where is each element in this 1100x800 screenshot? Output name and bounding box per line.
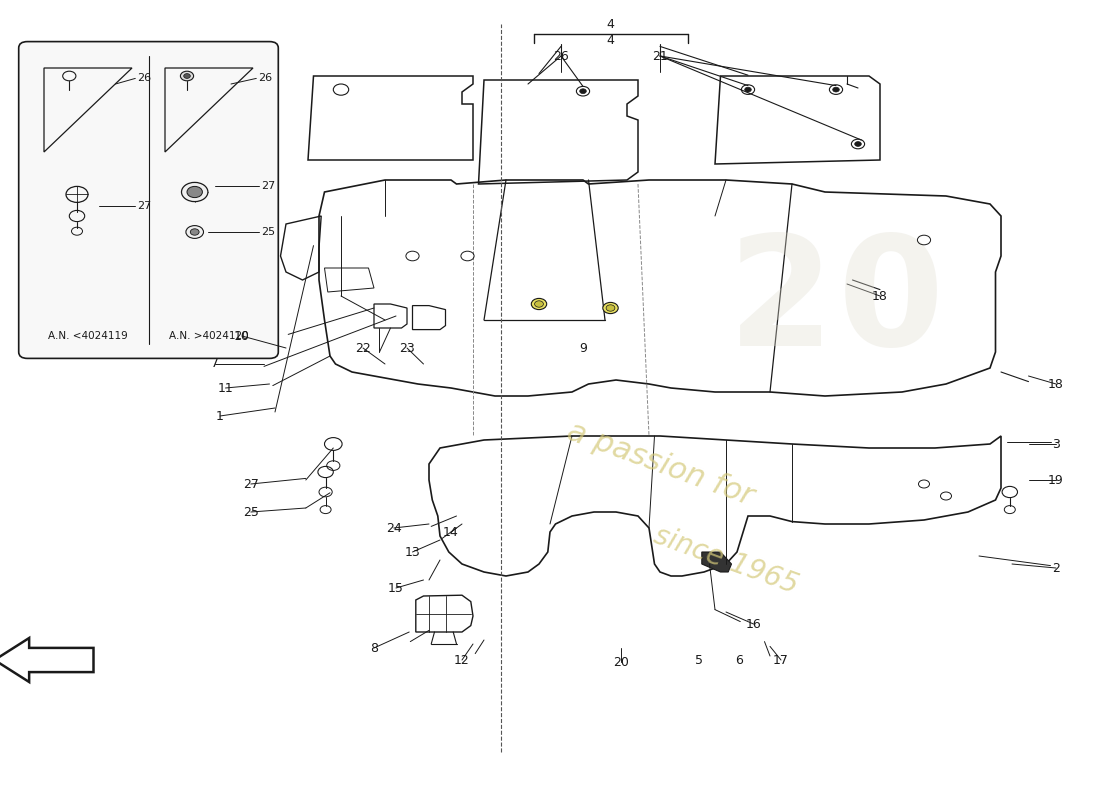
Text: 4: 4 <box>606 18 615 30</box>
Circle shape <box>182 182 208 202</box>
Circle shape <box>186 226 204 238</box>
Text: 27: 27 <box>138 202 152 211</box>
FancyBboxPatch shape <box>19 42 278 358</box>
Circle shape <box>580 89 586 94</box>
Text: 25: 25 <box>261 227 275 237</box>
Circle shape <box>535 301 543 307</box>
Text: 8: 8 <box>370 642 378 654</box>
Text: 24: 24 <box>386 522 402 534</box>
Text: 26: 26 <box>258 74 273 83</box>
Text: 2: 2 <box>728 230 834 378</box>
Circle shape <box>855 142 861 146</box>
Text: 1: 1 <box>216 410 224 422</box>
Text: 4: 4 <box>606 34 615 46</box>
Text: 12: 12 <box>454 654 470 666</box>
Text: 25: 25 <box>243 506 258 518</box>
Polygon shape <box>702 552 732 572</box>
Text: 7: 7 <box>210 358 219 370</box>
Circle shape <box>603 302 618 314</box>
Text: 6: 6 <box>735 654 744 666</box>
Circle shape <box>833 87 839 92</box>
Circle shape <box>745 87 751 92</box>
Circle shape <box>531 298 547 310</box>
Text: 27: 27 <box>243 478 258 490</box>
Circle shape <box>190 229 199 235</box>
Text: 20: 20 <box>614 656 629 669</box>
Text: 9: 9 <box>579 342 587 354</box>
Text: 2: 2 <box>1052 562 1060 574</box>
Text: 16: 16 <box>746 618 761 630</box>
Text: 14: 14 <box>443 526 459 538</box>
Text: 18: 18 <box>1048 378 1064 390</box>
Text: 11: 11 <box>218 382 233 394</box>
Text: 18: 18 <box>872 290 888 302</box>
Text: A.N. <4024119: A.N. <4024119 <box>48 331 128 341</box>
Circle shape <box>184 74 190 78</box>
Text: 3: 3 <box>1052 438 1060 450</box>
Text: 22: 22 <box>355 342 371 354</box>
Text: 23: 23 <box>399 342 415 354</box>
Circle shape <box>187 186 202 198</box>
Text: A.N. >4024120: A.N. >4024120 <box>169 331 249 341</box>
Text: 17: 17 <box>773 654 789 666</box>
Circle shape <box>606 305 615 311</box>
Text: 19: 19 <box>1048 474 1064 486</box>
Text: 26: 26 <box>138 74 152 83</box>
Text: 0: 0 <box>838 230 944 378</box>
Text: 10: 10 <box>234 330 250 342</box>
Text: 5: 5 <box>694 654 703 666</box>
Circle shape <box>180 71 194 81</box>
Text: 26: 26 <box>553 50 569 62</box>
Text: 21: 21 <box>652 50 668 62</box>
Text: since 1965: since 1965 <box>650 521 802 599</box>
Text: 13: 13 <box>405 546 420 558</box>
Text: a passion for: a passion for <box>563 417 757 511</box>
Text: 15: 15 <box>388 582 404 594</box>
Text: 27: 27 <box>261 181 275 190</box>
